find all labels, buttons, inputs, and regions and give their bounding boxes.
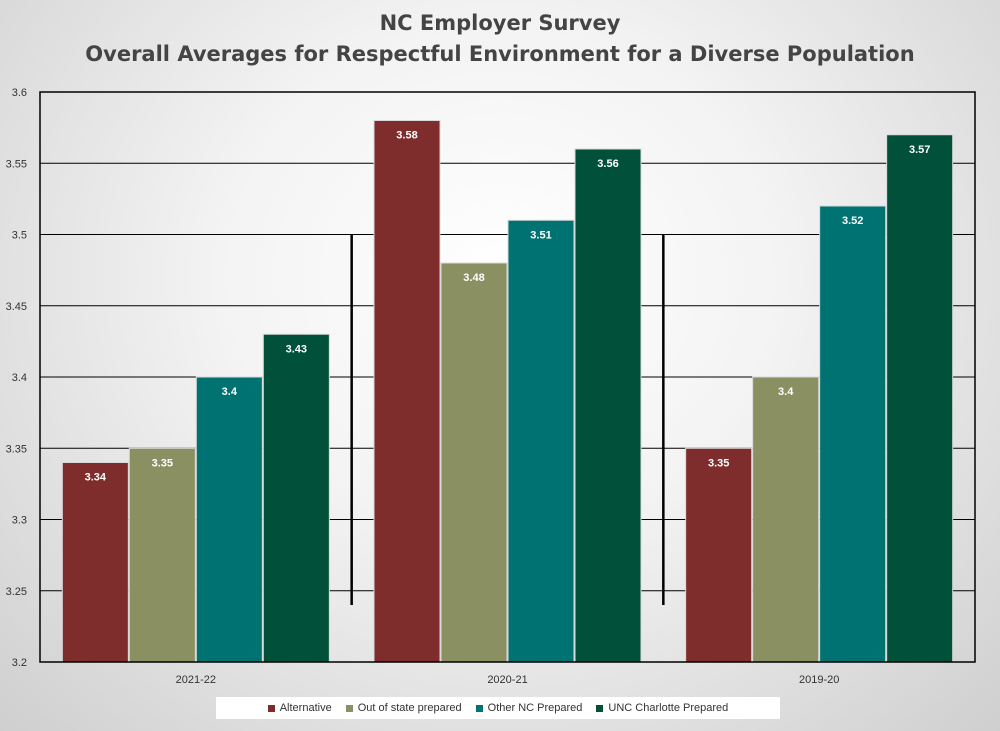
legend-label: Out of state prepared (357, 702, 462, 714)
y-tick-label: 3.4 (12, 372, 27, 384)
chart-title: NC Employer Survey Overall Averages for … (0, 8, 1000, 70)
legend-swatch (475, 704, 483, 712)
data-label: 3.58 (396, 130, 417, 142)
bar-other-nc-prepared-2020-21 (507, 219, 575, 663)
x-tick-label: 2019-20 (799, 674, 839, 686)
data-label: 3.57 (909, 144, 930, 156)
bar-unc-charlotte-prepared-2020-21 (574, 148, 642, 663)
chart-title-line-1: NC Employer Survey (379, 11, 621, 35)
y-tick-label: 3.25 (6, 586, 27, 598)
y-tick-label: 3.2 (12, 657, 27, 669)
y-axis-ticks: 3.2 3.25 3.3 3.35 3.4 3.45 3.5 3.55 3.6 (6, 87, 27, 669)
data-label: 3.48 (463, 272, 484, 284)
data-label: 3.34 (85, 472, 107, 484)
data-label: 3.35 (708, 457, 729, 469)
legend: Alternative Out of state prepared Other NC… (216, 697, 780, 719)
bar-out-of-state-prepared-2020-21 (440, 262, 508, 663)
legend-item: Alternative (267, 702, 332, 714)
bar-unc-charlotte-prepared-2019-20 (886, 134, 954, 663)
bar-alternative-2020-21 (373, 120, 441, 663)
data-labels: 3.34 3.35 3.4 3.43 3.58 3.48 3.51 3.56 3.35 3.4 3.… (85, 130, 931, 484)
legend-label: Alternative (279, 702, 332, 714)
x-axis-ticks: 2021-22 2020-21 2019-20 (176, 674, 840, 686)
data-label: 3.4 (778, 386, 794, 398)
bar-other-nc-prepared-2021-22 (195, 376, 263, 663)
data-label: 3.56 (597, 158, 618, 170)
legend-swatch (596, 704, 604, 712)
bar-alternative-2019-20 (685, 447, 753, 663)
bar-unc-charlotte-prepared-2021-22 (262, 333, 330, 663)
x-tick-label: 2020-21 (487, 674, 527, 686)
data-label: 3.35 (152, 457, 173, 469)
x-tick-label: 2021-22 (176, 674, 216, 686)
data-label: 3.43 (286, 343, 307, 355)
legend-item: Out of state prepared (345, 702, 462, 714)
data-label: 3.51 (530, 229, 551, 241)
bar-other-nc-prepared-2019-20 (819, 205, 887, 663)
data-label: 3.4 (222, 386, 238, 398)
y-tick-label: 3.5 (12, 230, 27, 242)
data-label: 3.52 (842, 215, 863, 227)
bar-out-of-state-prepared-2021-22 (128, 447, 196, 663)
legend-swatch (267, 704, 275, 712)
y-tick-label: 3.3 (12, 515, 27, 527)
y-tick-label: 3.35 (6, 443, 27, 455)
chart-title-line-2: Overall Averages for Respectful Environm… (85, 42, 915, 66)
y-tick-label: 3.55 (6, 158, 27, 170)
legend-label: Other NC Prepared (487, 702, 583, 714)
group-separators (350, 234, 665, 605)
legend-swatch (345, 704, 353, 712)
plot-area-frame (39, 91, 976, 663)
bars (61, 120, 954, 663)
legend-item: UNC Charlotte Prepared (596, 702, 728, 714)
legend-item: Other NC Prepared (475, 702, 583, 714)
legend-label: UNC Charlotte Prepared (608, 702, 729, 714)
bar-alternative-2021-22 (61, 462, 129, 663)
y-tick-label: 3.6 (12, 87, 27, 99)
y-tick-label: 3.45 (6, 301, 27, 313)
bar-out-of-state-prepared-2019-20 (752, 376, 820, 663)
